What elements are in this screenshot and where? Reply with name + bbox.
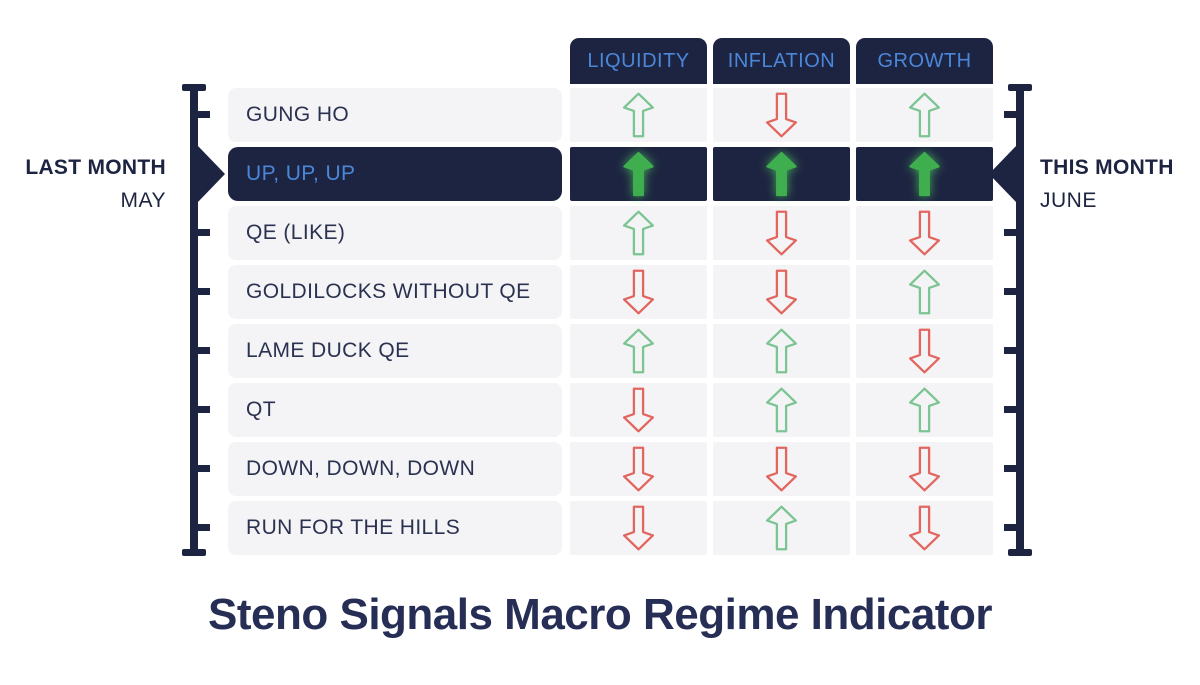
signal-cell xyxy=(570,88,707,142)
signal-cell xyxy=(856,501,993,555)
signal-cell xyxy=(713,88,850,142)
arrow-down-icon xyxy=(622,505,655,551)
last-month-pointer-icon xyxy=(198,146,225,202)
signal-cell xyxy=(570,383,707,437)
signal-cell xyxy=(713,324,850,378)
arrow-down-icon xyxy=(622,269,655,315)
table-row: LAME DUCK QE xyxy=(228,324,993,378)
this-month-value: JUNE xyxy=(1040,189,1097,212)
right-axis-rail xyxy=(989,84,1032,556)
rail-tick xyxy=(198,465,210,472)
table-row: GUNG HO xyxy=(228,88,993,142)
signal-cell xyxy=(713,383,850,437)
signal-cell xyxy=(570,501,707,555)
rail-tick xyxy=(198,524,210,531)
last-month-title: LAST MONTH xyxy=(25,156,166,179)
table-row: DOWN, DOWN, DOWN xyxy=(228,442,993,496)
arrow-down-icon xyxy=(765,92,798,138)
arrow-up-icon xyxy=(909,151,940,197)
rail-tick xyxy=(1004,229,1016,236)
column-header-liquidity: LIQUIDITY xyxy=(570,38,707,84)
table-row: UP, UP, UP xyxy=(228,147,993,201)
rail-tick xyxy=(198,111,210,118)
arrow-down-icon xyxy=(765,269,798,315)
signal-cell xyxy=(570,265,707,319)
arrow-down-icon xyxy=(765,446,798,492)
signal-cell xyxy=(713,206,850,260)
rail-tick xyxy=(1004,524,1016,531)
rail-tick xyxy=(1004,406,1016,413)
arrow-down-icon xyxy=(622,446,655,492)
arrow-down-icon xyxy=(908,328,941,374)
arrow-up-icon xyxy=(908,269,941,315)
arrow-up-icon xyxy=(765,505,798,551)
signal-cell xyxy=(713,147,850,201)
arrow-up-icon xyxy=(622,92,655,138)
regime-label: QT xyxy=(228,383,562,437)
rail-tick xyxy=(1004,347,1016,354)
signal-cell xyxy=(713,501,850,555)
signal-cell xyxy=(856,147,993,201)
rail-tick xyxy=(198,406,210,413)
regime-label: DOWN, DOWN, DOWN xyxy=(228,442,562,496)
this-month-pointer-icon xyxy=(989,146,1016,202)
table-row: QE (LIKE) xyxy=(228,206,993,260)
rail-tick xyxy=(1004,288,1016,295)
arrow-up-icon xyxy=(765,387,798,433)
signal-cell xyxy=(570,324,707,378)
arrow-up-icon xyxy=(908,92,941,138)
arrow-down-icon xyxy=(908,210,941,256)
rail-bottom-cap xyxy=(182,549,206,556)
signal-cell xyxy=(713,442,850,496)
rail-tick xyxy=(198,288,210,295)
last-month-label: LAST MONTH MAY xyxy=(10,155,166,214)
column-header-inflation: INFLATION xyxy=(713,38,850,84)
regime-label: GOLDILOCKS WITHOUT QE xyxy=(228,265,562,319)
regime-label: LAME DUCK QE xyxy=(228,324,562,378)
signal-cell xyxy=(856,383,993,437)
this-month-label: THIS MONTH JUNE xyxy=(1040,155,1200,214)
signal-cell xyxy=(570,147,707,201)
rail-bottom-cap xyxy=(1008,549,1032,556)
rail-tick xyxy=(1004,111,1016,118)
regime-label: QE (LIKE) xyxy=(228,206,562,260)
left-axis-rail xyxy=(182,84,225,556)
table-row: GOLDILOCKS WITHOUT QE xyxy=(228,265,993,319)
rail-line xyxy=(1016,86,1024,556)
arrow-up-icon xyxy=(908,387,941,433)
signal-cell xyxy=(570,442,707,496)
signal-cell xyxy=(856,442,993,496)
rail-line xyxy=(190,86,198,556)
rail-tick xyxy=(1004,465,1016,472)
regime-label: UP, UP, UP xyxy=(228,147,562,201)
signal-cell xyxy=(856,88,993,142)
table-row: QT xyxy=(228,383,993,437)
arrow-up-icon xyxy=(622,210,655,256)
regime-label: RUN FOR THE HILLS xyxy=(228,501,562,555)
arrow-down-icon xyxy=(622,387,655,433)
rail-tick xyxy=(198,229,210,236)
regime-label: GUNG HO xyxy=(228,88,562,142)
arrow-down-icon xyxy=(765,210,798,256)
arrow-down-icon xyxy=(908,446,941,492)
arrow-up-icon xyxy=(622,328,655,374)
signal-cell xyxy=(856,324,993,378)
signal-cell xyxy=(856,206,993,260)
arrow-up-icon xyxy=(765,328,798,374)
signal-cell xyxy=(856,265,993,319)
page-title: Steno Signals Macro Regime Indicator xyxy=(208,590,992,639)
table-row: RUN FOR THE HILLS xyxy=(228,501,993,555)
column-header-growth: GROWTH xyxy=(856,38,993,84)
signal-cell xyxy=(570,206,707,260)
last-month-value: MAY xyxy=(120,189,166,212)
arrow-up-icon xyxy=(766,151,797,197)
this-month-title: THIS MONTH xyxy=(1040,156,1174,179)
arrow-up-icon xyxy=(623,151,654,197)
arrow-down-icon xyxy=(908,505,941,551)
signal-cell xyxy=(713,265,850,319)
rail-tick xyxy=(198,347,210,354)
